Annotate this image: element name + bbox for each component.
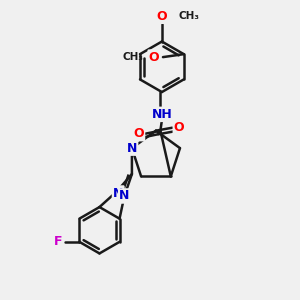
Text: H: H: [121, 192, 131, 205]
Text: NH: NH: [152, 108, 172, 121]
Text: O: O: [157, 10, 167, 23]
Text: O: O: [149, 51, 159, 64]
Text: O: O: [174, 121, 184, 134]
Text: CH₃: CH₃: [123, 52, 144, 62]
Text: CH₃: CH₃: [178, 11, 199, 21]
Text: N: N: [113, 187, 123, 200]
Text: N: N: [119, 190, 130, 202]
Text: N: N: [127, 142, 137, 154]
Text: F: F: [54, 235, 63, 248]
Text: O: O: [134, 127, 144, 140]
